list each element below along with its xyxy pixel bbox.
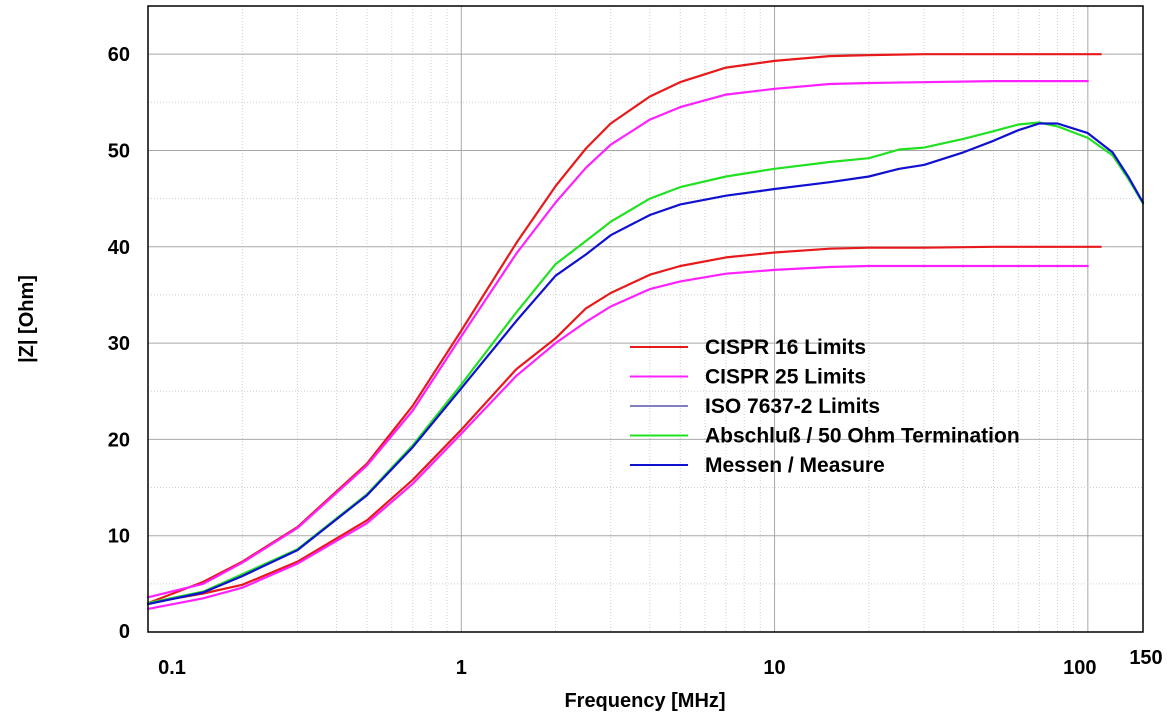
grid xyxy=(148,6,1143,632)
series-line-cispr-25-limits xyxy=(146,264,1089,610)
series-line-messen-measure xyxy=(146,122,1145,606)
legend-label: Abschluß / 50 Ohm Termination xyxy=(705,425,1020,448)
y-tick-labels: 0 10 20 30 40 50 60 xyxy=(108,44,130,643)
x-tick-labels: 0.1 1 10 100 150 xyxy=(158,647,1163,679)
legend-label: Messen / Measure xyxy=(705,454,885,477)
x-tick-label: 150 xyxy=(1129,647,1162,669)
y-tick-label: 30 xyxy=(108,333,130,355)
y-tick-label: 20 xyxy=(108,429,130,451)
x-tick-label: 0.1 xyxy=(158,657,186,679)
legend: CISPR 16 Limits CISPR 25 Limits ISO 7637-2… xyxy=(630,336,1020,477)
series-lines xyxy=(146,53,1145,610)
legend-label: CISPR 25 Limits xyxy=(705,366,866,389)
x-tick-label: 100 xyxy=(1063,657,1096,679)
y-tick-label: 10 xyxy=(108,526,130,548)
y-tick-label: 50 xyxy=(108,140,130,162)
y-tick-label: 0 xyxy=(119,621,130,643)
x-tick-label: 10 xyxy=(763,657,785,679)
y-tick-label: 40 xyxy=(108,237,130,259)
plot-frame xyxy=(147,5,1144,633)
legend-label: CISPR 16 Limits xyxy=(705,336,866,359)
x-axis-label: Frequency [MHz] xyxy=(564,690,725,712)
y-axis-label: |Z| [Ohm] xyxy=(16,275,38,363)
legend-label: ISO 7637-2 Limits xyxy=(705,395,880,418)
y-tick-label: 60 xyxy=(108,44,130,66)
series-line-cispr-25-limits xyxy=(146,80,1089,599)
x-tick-label: 1 xyxy=(456,657,467,679)
series-line-cispr-16-limits xyxy=(146,245,1102,605)
